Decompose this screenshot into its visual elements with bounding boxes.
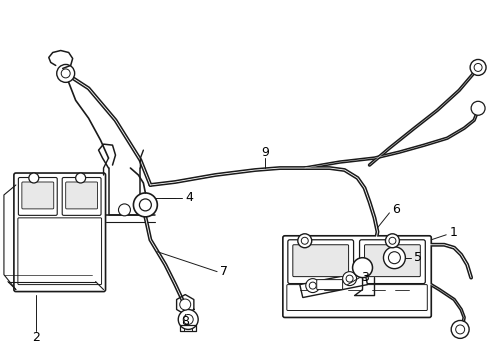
Circle shape xyxy=(139,199,151,211)
Text: 8: 8 xyxy=(181,315,189,328)
Circle shape xyxy=(133,193,157,217)
Circle shape xyxy=(352,258,372,278)
Circle shape xyxy=(180,299,190,310)
Circle shape xyxy=(76,173,85,183)
Circle shape xyxy=(383,247,405,269)
FancyBboxPatch shape xyxy=(292,245,348,276)
Circle shape xyxy=(387,252,400,264)
Circle shape xyxy=(469,59,485,75)
FancyBboxPatch shape xyxy=(316,280,342,289)
Circle shape xyxy=(473,63,481,71)
FancyBboxPatch shape xyxy=(14,173,105,292)
Circle shape xyxy=(450,320,468,338)
FancyBboxPatch shape xyxy=(286,285,427,310)
Circle shape xyxy=(61,69,70,78)
FancyBboxPatch shape xyxy=(287,240,353,284)
Circle shape xyxy=(178,310,198,329)
FancyBboxPatch shape xyxy=(22,182,54,209)
Text: 3: 3 xyxy=(361,271,368,284)
Circle shape xyxy=(308,282,316,289)
Circle shape xyxy=(57,64,75,82)
Circle shape xyxy=(342,272,356,285)
Circle shape xyxy=(385,234,399,248)
Circle shape xyxy=(118,204,130,216)
Circle shape xyxy=(346,275,352,282)
FancyBboxPatch shape xyxy=(62,177,101,215)
Circle shape xyxy=(455,325,464,334)
FancyBboxPatch shape xyxy=(282,236,430,318)
Circle shape xyxy=(29,173,39,183)
FancyBboxPatch shape xyxy=(65,182,98,209)
Text: 5: 5 xyxy=(413,251,422,264)
FancyBboxPatch shape xyxy=(18,218,102,285)
FancyBboxPatch shape xyxy=(19,177,57,215)
Circle shape xyxy=(470,101,484,115)
FancyBboxPatch shape xyxy=(359,240,425,284)
Circle shape xyxy=(297,234,311,248)
Circle shape xyxy=(305,279,319,293)
FancyBboxPatch shape xyxy=(364,245,420,276)
Text: 6: 6 xyxy=(392,203,400,216)
Circle shape xyxy=(183,315,193,324)
Text: 9: 9 xyxy=(261,145,268,159)
Polygon shape xyxy=(299,272,367,298)
Circle shape xyxy=(301,237,307,244)
Text: 4: 4 xyxy=(185,192,193,204)
Text: 2: 2 xyxy=(32,331,40,344)
Circle shape xyxy=(388,237,395,244)
Text: 1: 1 xyxy=(448,226,456,239)
Text: 7: 7 xyxy=(220,265,227,278)
